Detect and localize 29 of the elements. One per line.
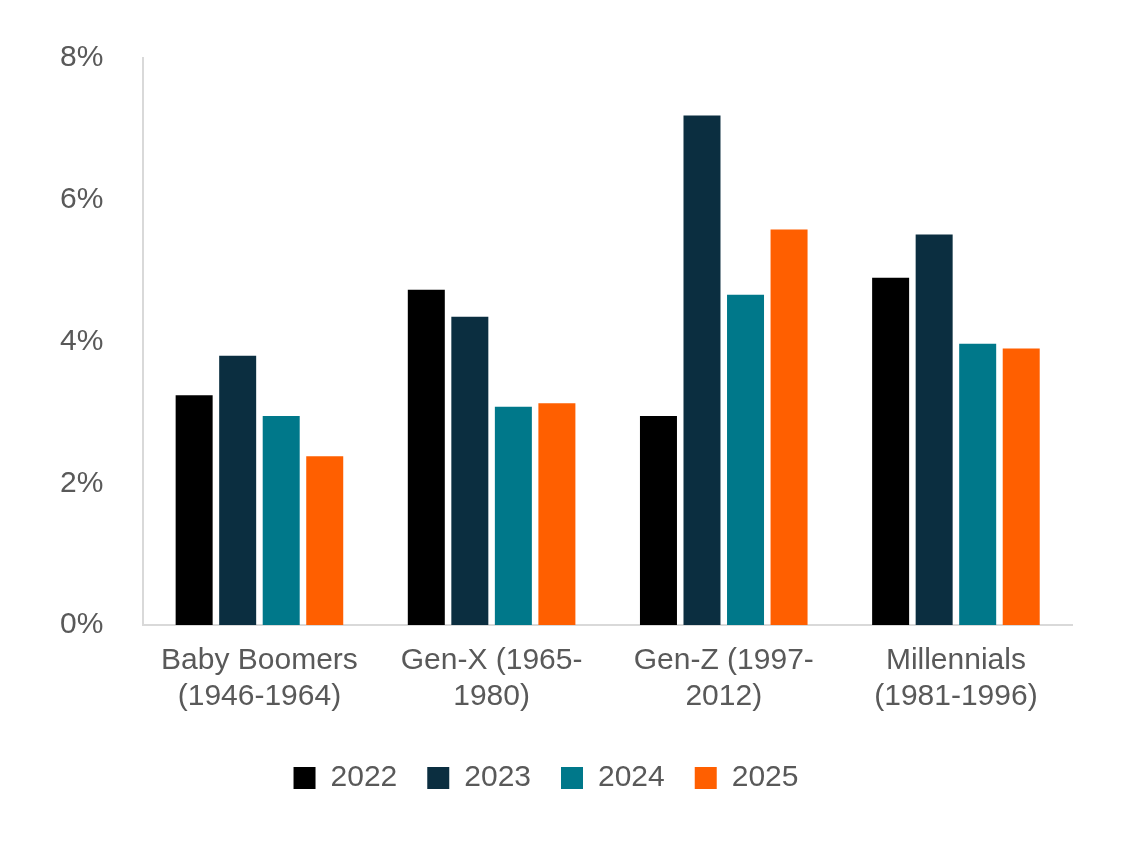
y-tick-label: 2% [60,464,104,498]
bar [262,415,300,625]
x-tick-label: Gen-X (1965-1980) [400,642,583,712]
bar [872,277,910,625]
bar [538,403,576,625]
legend-label: 2024 [598,759,665,793]
bar [770,229,808,625]
bar [175,395,213,625]
legend-label: 2025 [731,759,799,793]
y-tick-label: 0% [60,606,104,640]
x-tick-label: Millennials (1981-1996) [874,642,1038,712]
y-tick-label: 8% [60,39,104,73]
x-tick-label: Gen-Z (1997-2012) [633,642,814,712]
bar [959,343,997,625]
bar [306,456,344,625]
x-tick-label: Baby Boomers (1946-1964) [161,642,358,712]
bar [407,289,445,625]
bar [219,355,257,625]
y-tick-label: 6% [60,181,104,215]
bar [727,294,765,625]
bar [494,406,532,625]
bar [451,316,489,625]
y-tick-label: 4% [60,322,104,356]
bar [639,415,677,625]
legend-label: 2023 [464,759,532,793]
bar [683,115,721,625]
legend-label: 2022 [330,759,398,793]
bar [915,234,953,625]
bar [1002,348,1040,625]
